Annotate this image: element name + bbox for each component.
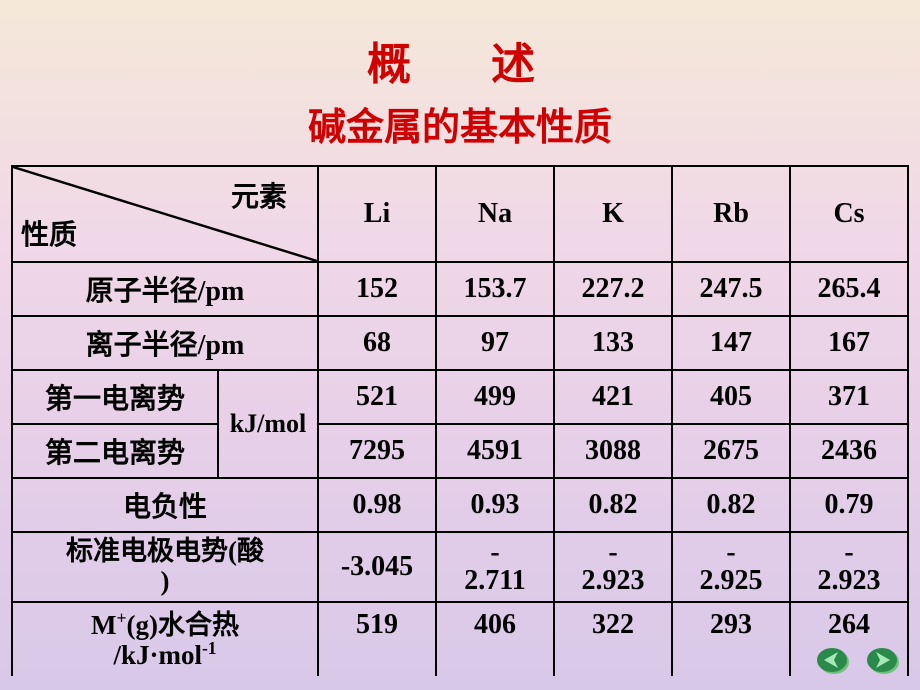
cell: 0.93 [436,478,554,532]
cell: 519 [318,602,436,676]
cell: 2675 [672,424,790,478]
col-header: Rb [672,166,790,262]
prev-button[interactable] [814,642,850,678]
row-label: 标准电极电势(酸 ) [12,532,318,602]
cell: - 2.923 [790,532,908,602]
label-text: ) [161,566,170,596]
title-block: 概 述 碱金属的基本性质 [0,0,920,151]
table-row: M+(g)水合热 /kJ·mol-1 519 406 322 293 264 [12,602,908,676]
page-title-line2: 碱金属的基本性质 [0,96,920,151]
arrow-right-icon [864,642,900,678]
cell: - 2.711 [436,532,554,602]
cell: 147 [672,316,790,370]
cell: 421 [554,370,672,424]
cell: 153.7 [436,262,554,316]
cell: 227.2 [554,262,672,316]
cell: 152 [318,262,436,316]
col-header: Li [318,166,436,262]
cell: 7295 [318,424,436,478]
table-row: 原子半径/pm 152 153.7 227.2 247.5 265.4 [12,262,908,316]
corner-bottom-label: 性质 [21,213,77,253]
cell: 68 [318,316,436,370]
next-button[interactable] [864,642,900,678]
table-row: 离子半径/pm 68 97 133 147 167 [12,316,908,370]
cell: 0.98 [318,478,436,532]
row-label: 原子半径/pm [12,262,318,316]
table-header-row: 元素 性质 Li Na K Rb Cs [12,166,908,262]
cell: 322 [554,602,672,676]
table-row: 第二电离势 7295 4591 3088 2675 2436 [12,424,908,478]
unit-cell: kJ/mol [218,370,318,478]
cell: 405 [672,370,790,424]
row-label: 第一电离势 [12,370,218,424]
row-label: 电负性 [12,478,318,532]
cell: 265.4 [790,262,908,316]
cell: 4591 [436,424,554,478]
cell: 167 [790,316,908,370]
cell: 293 [672,602,790,676]
cell: 2436 [790,424,908,478]
row-label: 离子半径/pm [12,316,318,370]
label-text: 标准电极电势(酸 [66,536,264,566]
arrow-left-icon [814,642,850,678]
cell: 371 [790,370,908,424]
cell: 133 [554,316,672,370]
col-header: Na [436,166,554,262]
unit-text: kJ/mol [230,409,307,438]
cell: 521 [318,370,436,424]
cell: 0.82 [554,478,672,532]
col-header: K [554,166,672,262]
cell: 406 [436,602,554,676]
table-row: 标准电极电势(酸 ) -3.045 - 2.711 - 2.923 - 2.92… [12,532,908,602]
cell: 499 [436,370,554,424]
cell: - 2.925 [672,532,790,602]
table-row: 第一电离势 kJ/mol 521 499 421 405 371 [12,370,908,424]
col-header: Cs [790,166,908,262]
cell: - 2.923 [554,532,672,602]
cell: 247.5 [672,262,790,316]
row-label: 第二电离势 [12,424,218,478]
table-row: 电负性 0.98 0.93 0.82 0.82 0.79 [12,478,908,532]
cell: 3088 [554,424,672,478]
cell: 0.82 [672,478,790,532]
corner-top-label: 元素 [231,175,287,215]
cell: -3.045 [318,532,436,602]
cell: 97 [436,316,554,370]
nav-buttons [814,642,900,678]
page-title-line1: 概 述 [0,28,920,92]
corner-cell: 元素 性质 [12,166,318,262]
cell: 0.79 [790,478,908,532]
properties-table: 元素 性质 Li Na K Rb Cs 原子半径/pm 152 153.7 22… [11,165,909,676]
row-label: M+(g)水合热 /kJ·mol-1 [12,602,318,676]
